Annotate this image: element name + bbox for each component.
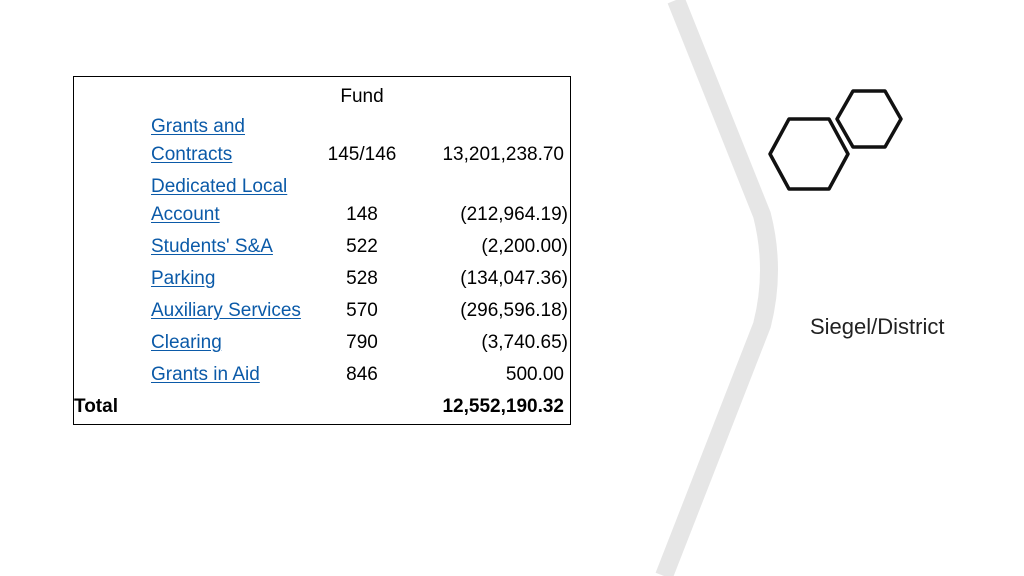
fund-link-grants-in-aid[interactable]: Grants in Aid — [151, 364, 260, 385]
fund-column-header: Fund — [340, 86, 384, 107]
fund-amount: (3,740.65) — [481, 332, 568, 353]
fund-link-dedicated-local-account[interactable]: Account — [151, 204, 220, 225]
fund-link-students-sa[interactable]: Students' S&A — [151, 236, 273, 257]
fund-code: 148 — [346, 204, 378, 225]
small-hexagon-icon — [835, 89, 903, 149]
fund-code: 790 — [346, 332, 378, 353]
fund-link-clearing[interactable]: Clearing — [151, 332, 222, 353]
fund-amount: 13,201,238.70 — [442, 144, 564, 165]
fund-link-parking[interactable]: Parking — [151, 268, 216, 289]
fund-code: 522 — [346, 236, 378, 257]
fund-code: 145/146 — [327, 144, 397, 165]
fund-link-grants-and-contracts[interactable]: Grants and — [151, 116, 245, 137]
fund-link-dedicated-local-account[interactable]: Dedicated Local — [151, 176, 288, 197]
total-amount: 12,552,190.32 — [442, 396, 564, 417]
fund-amount: (134,047.36) — [460, 268, 568, 289]
total-label: Total — [74, 396, 118, 417]
fund-code: 846 — [346, 364, 378, 385]
fund-amount: (212,964.19) — [460, 204, 568, 225]
fund-amount: (2,200.00) — [481, 236, 568, 257]
fund-link-auxiliary-services[interactable]: Auxiliary Services — [151, 300, 301, 321]
fund-amount: 500.00 — [505, 364, 564, 385]
large-hexagon-icon — [768, 117, 850, 191]
fund-code: 528 — [346, 268, 378, 289]
fund-link-grants-and-contracts[interactable]: Contracts — [151, 144, 233, 165]
curved-stripe — [655, 0, 778, 576]
fund-code: 570 — [346, 300, 378, 321]
fund-amount: (296,596.18) — [460, 300, 568, 321]
fund-table: Fund Grants and Contracts 145/146 13,201… — [73, 76, 571, 425]
side-label: Siegel/District — [810, 314, 945, 339]
